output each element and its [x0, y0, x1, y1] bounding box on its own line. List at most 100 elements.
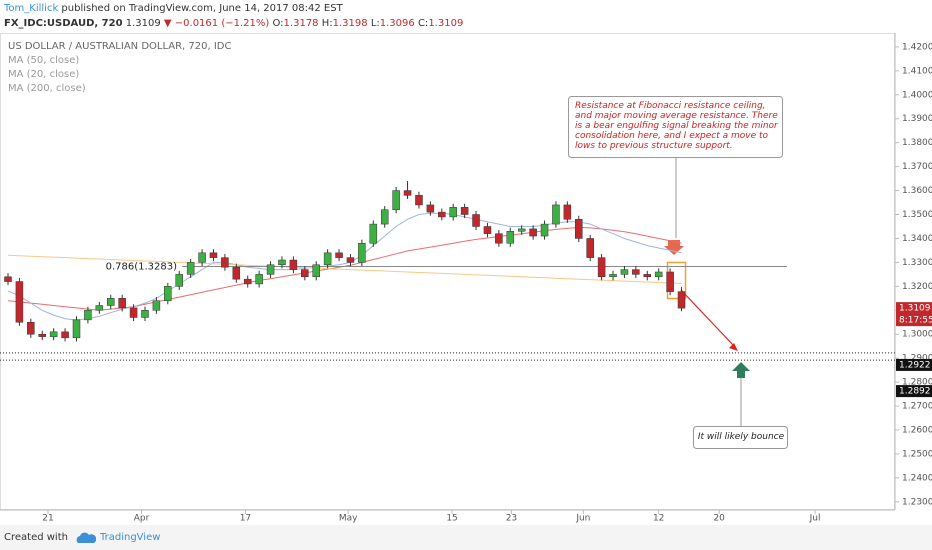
- x-tick-label: Jul: [809, 514, 821, 524]
- price-label-bg: [896, 385, 932, 398]
- last-price-label: 1.3109: [899, 304, 931, 314]
- candle-body: [266, 264, 275, 275]
- candle-body: [84, 310, 92, 321]
- y-tick-label: 1.2300: [902, 497, 932, 507]
- candle-body: [335, 252, 343, 258]
- quote-label: H:: [321, 18, 333, 29]
- candle-body: [49, 331, 58, 337]
- y-tick-label: 1.3000: [902, 330, 932, 340]
- callout-box: [693, 426, 788, 449]
- y-tick-label: 1.4000: [902, 90, 932, 100]
- candle-body: [552, 204, 560, 225]
- y-tick-label: 1.3600: [902, 186, 932, 196]
- candle-body: [164, 286, 172, 301]
- y-tick-label: 1.4200: [902, 42, 932, 52]
- x-tick-label: 23: [506, 514, 517, 524]
- footer: Created with TradingView: [0, 525, 932, 550]
- candle-body: [301, 269, 309, 278]
- moving-average: [7, 254, 682, 284]
- annotation-text: Resistance at Fibonacci resistance ceili…: [575, 101, 778, 151]
- x-tick-label: 21: [42, 514, 53, 524]
- y-tick-label: 1.3700: [902, 162, 932, 172]
- x-tick-label: Apr: [134, 514, 150, 524]
- candle-body: [438, 211, 446, 218]
- candle-body: [72, 319, 81, 339]
- candle-body: [632, 269, 640, 275]
- quote-value: 1.3109: [428, 18, 464, 29]
- candle-body: [529, 228, 537, 237]
- candle-body: [38, 333, 46, 337]
- candle-body: [426, 204, 435, 213]
- x-tick-label: 12: [653, 514, 664, 524]
- candle-body: [27, 322, 35, 335]
- legend-entry: MA (50, close): [8, 55, 79, 66]
- candle-body: [517, 228, 526, 232]
- author[interactable]: Tom_Killick: [4, 3, 59, 14]
- candle-body: [15, 281, 24, 323]
- y-tick-label: 1.2900: [902, 354, 932, 364]
- price-label: 1.2892: [899, 387, 931, 397]
- chart: US DOLLAR / AUSTRALIAN DOLLAR, 720, IDC …: [0, 33, 932, 524]
- candle-body: [118, 298, 126, 309]
- x-tick-label: May: [339, 514, 358, 524]
- down-arrow-marker: [664, 240, 684, 255]
- quote-value: 1.3178: [283, 18, 319, 29]
- quote-label: L:: [370, 18, 380, 29]
- chart-title: US DOLLAR / AUSTRALIAN DOLLAR, 720, IDC: [8, 41, 232, 52]
- last-price: 1.3109: [125, 18, 161, 29]
- candle-body: [141, 310, 149, 318]
- candle-body: [620, 269, 629, 275]
- candle-body: [198, 252, 206, 263]
- candle-body: [369, 223, 378, 244]
- candle-body: [175, 274, 183, 287]
- candle-body: [483, 226, 492, 234]
- candle-body: [575, 219, 583, 239]
- candle-body: [472, 214, 480, 227]
- candle-body: [506, 231, 515, 244]
- y-tick-label: 1.2800: [902, 378, 932, 388]
- y-tick-label: 1.3400: [902, 234, 932, 244]
- y-tick-label: 1.2400: [902, 473, 932, 483]
- quote-value: 1.3198: [332, 18, 368, 29]
- projection-arrow: [680, 289, 735, 347]
- candle-body: [61, 331, 69, 339]
- quote-value: 1.3096: [379, 18, 415, 29]
- candle-body: [403, 190, 412, 196]
- candle-body: [186, 262, 195, 275]
- y-tick-label: 1.3300: [902, 258, 932, 268]
- candle-body: [380, 209, 389, 225]
- y-tick-label: 1.3500: [902, 210, 932, 220]
- x-tick-label: 15: [446, 514, 457, 524]
- brand[interactable]: TradingView: [99, 532, 161, 543]
- published: published on TradingView.com, June 14, 2…: [61, 3, 343, 14]
- price-label-bg: [896, 358, 932, 371]
- y-tick-label: 1.2500: [902, 449, 932, 459]
- legend-entry: MA (200, close): [8, 83, 86, 94]
- legend-entry: MA (20, close): [8, 69, 79, 80]
- candle-body: [312, 264, 320, 278]
- candle-body: [209, 252, 218, 258]
- y-tick-label: 1.2600: [902, 426, 932, 436]
- countdown: 8:17:55: [899, 316, 932, 326]
- candle-body: [563, 204, 572, 220]
- moving-average: [7, 212, 682, 321]
- price-label: 1.2922: [899, 360, 931, 370]
- candle-body: [255, 274, 263, 285]
- candle-body: [460, 207, 469, 215]
- candle-body: [609, 274, 617, 278]
- candle-body: [666, 271, 674, 292]
- candle-body: [346, 257, 355, 263]
- candle-body: [106, 298, 115, 306]
- fib-level-label: 0.786(1.3283): [106, 261, 178, 272]
- up-arrow-marker: [732, 362, 750, 378]
- candle-body: [289, 259, 298, 270]
- candle-body: [243, 278, 252, 285]
- candle-body: [232, 266, 241, 280]
- y-tick-label: 1.4100: [902, 66, 932, 76]
- last-price-bg: [896, 302, 932, 327]
- candle-body: [415, 195, 423, 206]
- footer-text: Created with: [4, 532, 68, 543]
- arrow-head: [729, 343, 738, 351]
- x-tick-label: Jun: [575, 514, 590, 524]
- symbol: FX_IDC:USDAUD, 720: [4, 18, 123, 29]
